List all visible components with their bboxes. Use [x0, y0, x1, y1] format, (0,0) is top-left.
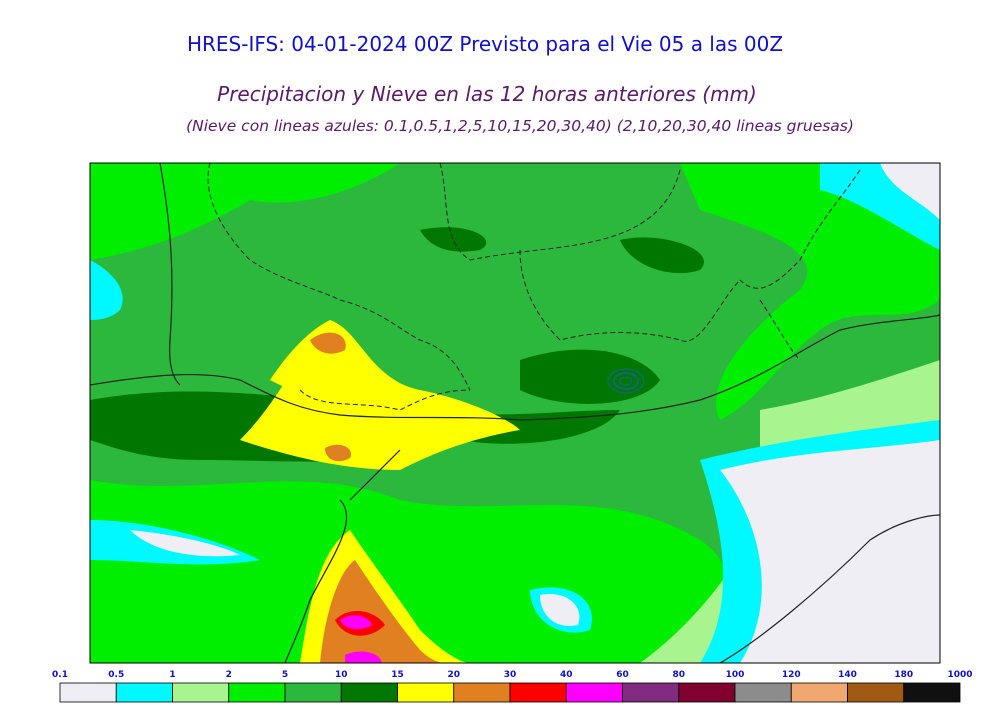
title: HRES-IFS: 04-01-2024 00Z Previsto para e…	[187, 32, 783, 56]
colorbar-tick-label: 0.1	[52, 670, 68, 680]
color-bin	[790, 682, 848, 703]
colorbar: 0.1 0.5 1 2 5 10 15 20 30 40 60 80 100 120 140 180 1000	[52, 670, 973, 703]
color-bin	[622, 682, 680, 703]
note: (Nieve con lineas azules: 0.1,0.5,1,2,5,…	[186, 117, 854, 135]
color-bin	[228, 682, 286, 703]
map	[90, 163, 940, 663]
colorbar-tick-label: 2	[226, 670, 232, 680]
color-bin	[678, 682, 736, 703]
colorbar-tick-label: 1	[169, 670, 175, 680]
colorbar-tick-label: 0.5	[108, 670, 124, 680]
colorbar-tick-label: 15	[391, 670, 404, 680]
colorbar-tick-label: 5	[282, 670, 288, 680]
color-bin	[453, 682, 511, 703]
color-bin	[115, 682, 173, 703]
colorbar-tick-label: 120	[782, 670, 801, 680]
color-bin	[397, 682, 455, 703]
color-bin	[509, 682, 567, 703]
colorbar-tick-label: 20	[447, 670, 460, 680]
map-frame	[89, 162, 941, 664]
color-bin	[565, 682, 623, 703]
color-bin	[284, 682, 342, 703]
colorbar-tick-label: 10	[335, 670, 348, 680]
colorbar-tick-label: 140	[838, 670, 857, 680]
colorbar-tick-label: 80	[672, 670, 685, 680]
color-bin	[903, 682, 961, 703]
colorbar-tick-label: 60	[616, 670, 629, 680]
colorbar-tick-label: 1000	[947, 670, 972, 680]
colorbar-tick-label: 40	[560, 670, 573, 680]
color-bin	[172, 682, 230, 703]
subtitle: Precipitacion y Nieve en las 12 horas an…	[217, 82, 757, 106]
color-bin	[847, 682, 905, 703]
color-bin	[734, 682, 792, 703]
color-bin	[340, 682, 398, 703]
colorbar-tick-label: 180	[894, 670, 913, 680]
colorbar-tick-label: 30	[504, 670, 517, 680]
colorbar-tick-label: 100	[726, 670, 745, 680]
color-bin	[59, 682, 117, 703]
